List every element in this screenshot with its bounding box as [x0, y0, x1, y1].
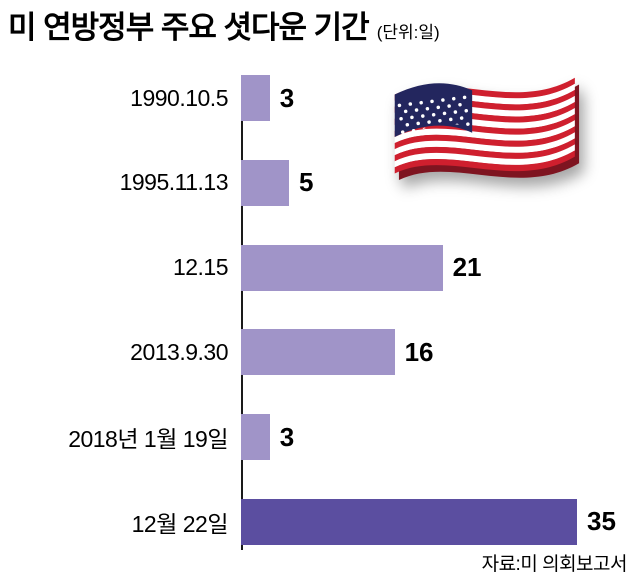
- bar: [241, 329, 395, 376]
- chart-axis-line: [241, 76, 243, 550]
- page-title: 미 연방정부 주요 셧다운 기간: [8, 10, 370, 45]
- bar-label: 2013.9.30: [130, 338, 228, 365]
- chart-row: 2018년 1월 19일 3: [0, 411, 637, 463]
- bar: [241, 414, 270, 461]
- header: 미 연방정부 주요 셧다운 기간 (단위:일): [8, 2, 629, 47]
- bar-label: 12.15: [172, 254, 229, 281]
- bar: [241, 159, 289, 206]
- chart-row: 1990.10.5 3: [0, 72, 637, 124]
- chart-row: 12월 22일 35: [0, 496, 637, 548]
- bar-label: 12월 22일: [131, 510, 229, 537]
- bar: [241, 75, 270, 121]
- bar-value: 35: [587, 506, 616, 537]
- unit-label: (단위:일): [376, 23, 440, 42]
- bar-label: 1990.10.5: [130, 84, 228, 111]
- bar-value: 3: [279, 421, 295, 452]
- chart-row: 12.15 21: [0, 242, 637, 294]
- bar-value: 16: [404, 336, 434, 367]
- bar: [241, 244, 443, 291]
- bar-label: 2018년 1월 19일: [68, 426, 228, 453]
- bar-value: 3: [279, 82, 295, 113]
- bar-value: 5: [299, 167, 314, 198]
- bar-value: 21: [452, 252, 482, 283]
- us-flag-icon: [388, 56, 590, 208]
- bar-label: 1995.11.13: [119, 169, 229, 196]
- source-credit: 자료:미 의회보고서: [481, 554, 628, 575]
- chart-row: 2013.9.30 16: [0, 326, 637, 378]
- chart-rows: 1990.10.5 3 1995.11.13 5 12.15 21 2013.9…: [0, 72, 637, 548]
- bar: [241, 498, 577, 545]
- chart-row: 1995.11.13 5: [0, 157, 637, 209]
